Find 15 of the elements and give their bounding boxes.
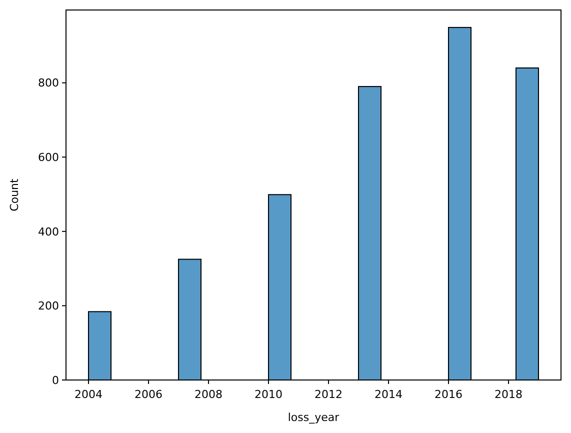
y-tick-label: 0 (52, 374, 59, 387)
x-tick-label: 2004 (74, 388, 102, 401)
x-tick-label: 2008 (194, 388, 222, 401)
y-tick-label: 200 (38, 300, 59, 313)
x-tick-label: 2010 (254, 388, 282, 401)
x-tick-label: 2012 (314, 388, 342, 401)
y-tick-label: 600 (38, 150, 59, 164)
y-tick-label: 400 (38, 225, 59, 238)
x-tick-label: 2018 (494, 388, 522, 401)
x-tick-label: 2014 (374, 388, 402, 401)
y-axis-title: Count (8, 178, 21, 212)
y-tick-label: 800 (38, 76, 59, 90)
x-tick-label: 2006 (134, 388, 162, 401)
x-tick-label: 2016 (434, 388, 462, 401)
x-axis-title: loss_year (288, 411, 340, 424)
